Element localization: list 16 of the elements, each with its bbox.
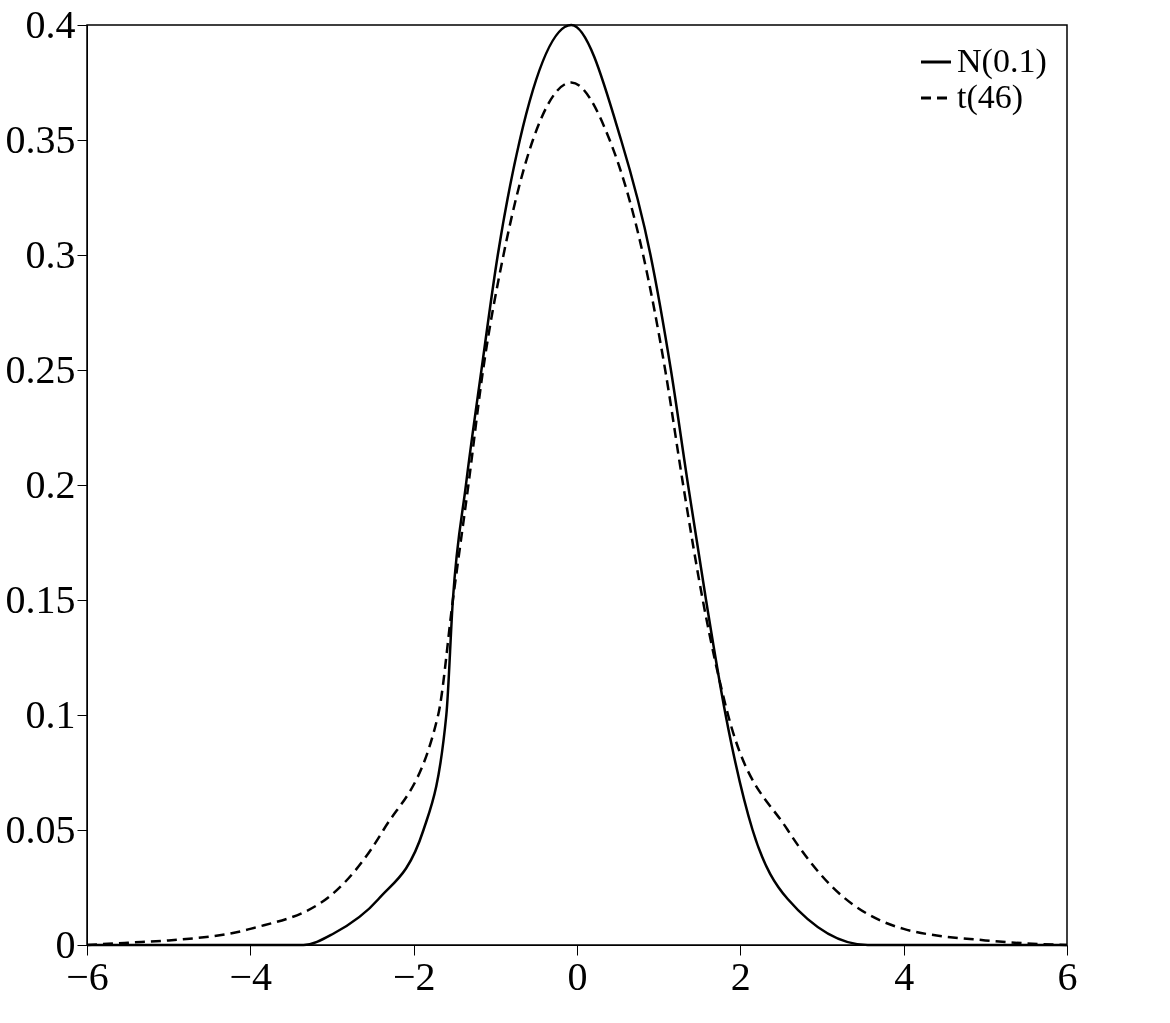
x-tick-label: 0 — [567, 953, 588, 999]
y-tick-label: 0.05 — [5, 806, 76, 852]
x-tick-label: −2 — [392, 953, 436, 999]
y-tick-label: 0.2 — [25, 461, 76, 507]
y-tick-label: 0.25 — [5, 346, 76, 392]
y-tick-label: 0.4 — [25, 1, 76, 47]
x-tick-label: 2 — [730, 953, 751, 999]
x-tick-label: 6 — [1057, 953, 1078, 999]
y-tick-label: 0.1 — [25, 691, 76, 737]
y-tick-label: 0.35 — [5, 116, 76, 162]
legend-label: t(46) — [957, 78, 1024, 116]
y-tick-label: 0.3 — [25, 231, 76, 277]
legend-label: N(0.1) — [957, 42, 1047, 80]
y-tick-label: 0.15 — [5, 576, 76, 622]
x-tick-label: −4 — [229, 953, 273, 999]
x-tick-label: 4 — [894, 953, 915, 999]
